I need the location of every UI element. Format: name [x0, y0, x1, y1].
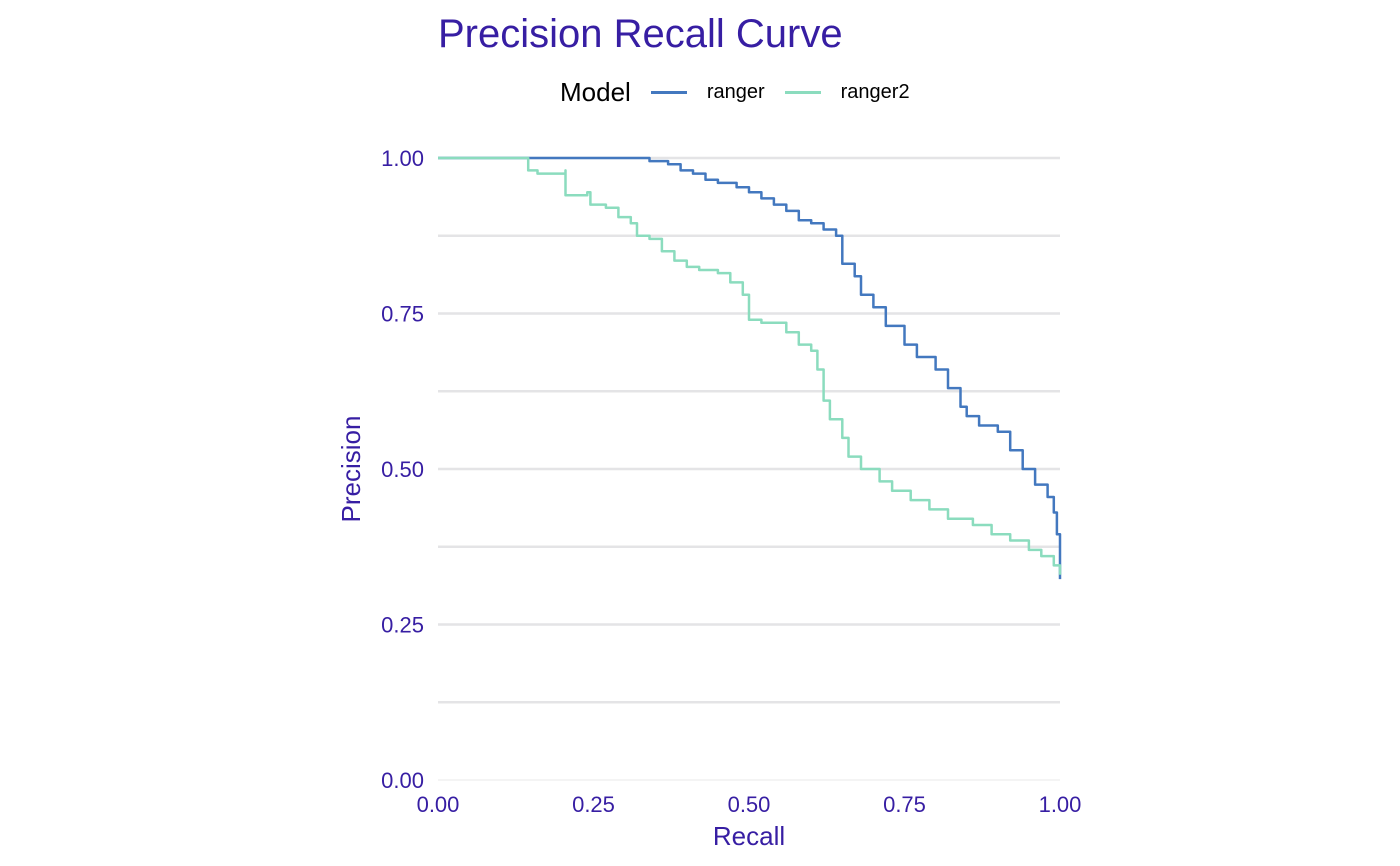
legend-key-ranger — [650, 90, 687, 94]
legend-item-ranger2[interactable]: ranger2 — [784, 80, 910, 104]
y-tick-label: 0.50 — [381, 457, 424, 482]
legend-label-ranger: ranger — [706, 80, 765, 103]
grid-lines — [438, 156, 1060, 781]
x-axis-ticks: 0.00 0.25 0.50 0.75 1.00 — [417, 792, 1082, 817]
x-axis-title: Recall — [713, 821, 785, 851]
y-tick-label: 0.25 — [381, 613, 424, 638]
series-lines — [438, 156, 1062, 580]
y-tick-label: 0.75 — [381, 302, 424, 327]
x-tick-label: 1.00 — [1039, 792, 1082, 817]
y-tick-label: 0.00 — [381, 768, 424, 793]
x-tick-label: 0.75 — [883, 792, 926, 817]
legend-title: Model — [560, 76, 631, 107]
chart-title: Precision Recall Curve — [438, 12, 843, 56]
legend: Model ranger ranger2 — [560, 76, 930, 108]
series-line-ranger2 — [438, 156, 1062, 575]
x-tick-label: 0.00 — [417, 792, 460, 817]
legend-item-ranger[interactable]: ranger — [650, 80, 765, 104]
x-tick-label: 0.50 — [728, 792, 771, 817]
legend-key-ranger2 — [784, 90, 821, 94]
y-axis-title: Precision — [336, 416, 366, 523]
y-axis-ticks: 0.00 0.25 0.50 0.75 1.00 — [381, 146, 424, 793]
series-line-ranger — [438, 156, 1062, 580]
legend-label-ranger2: ranger2 — [840, 80, 910, 103]
y-tick-label: 1.00 — [381, 146, 424, 171]
x-tick-label: 0.25 — [572, 792, 615, 817]
